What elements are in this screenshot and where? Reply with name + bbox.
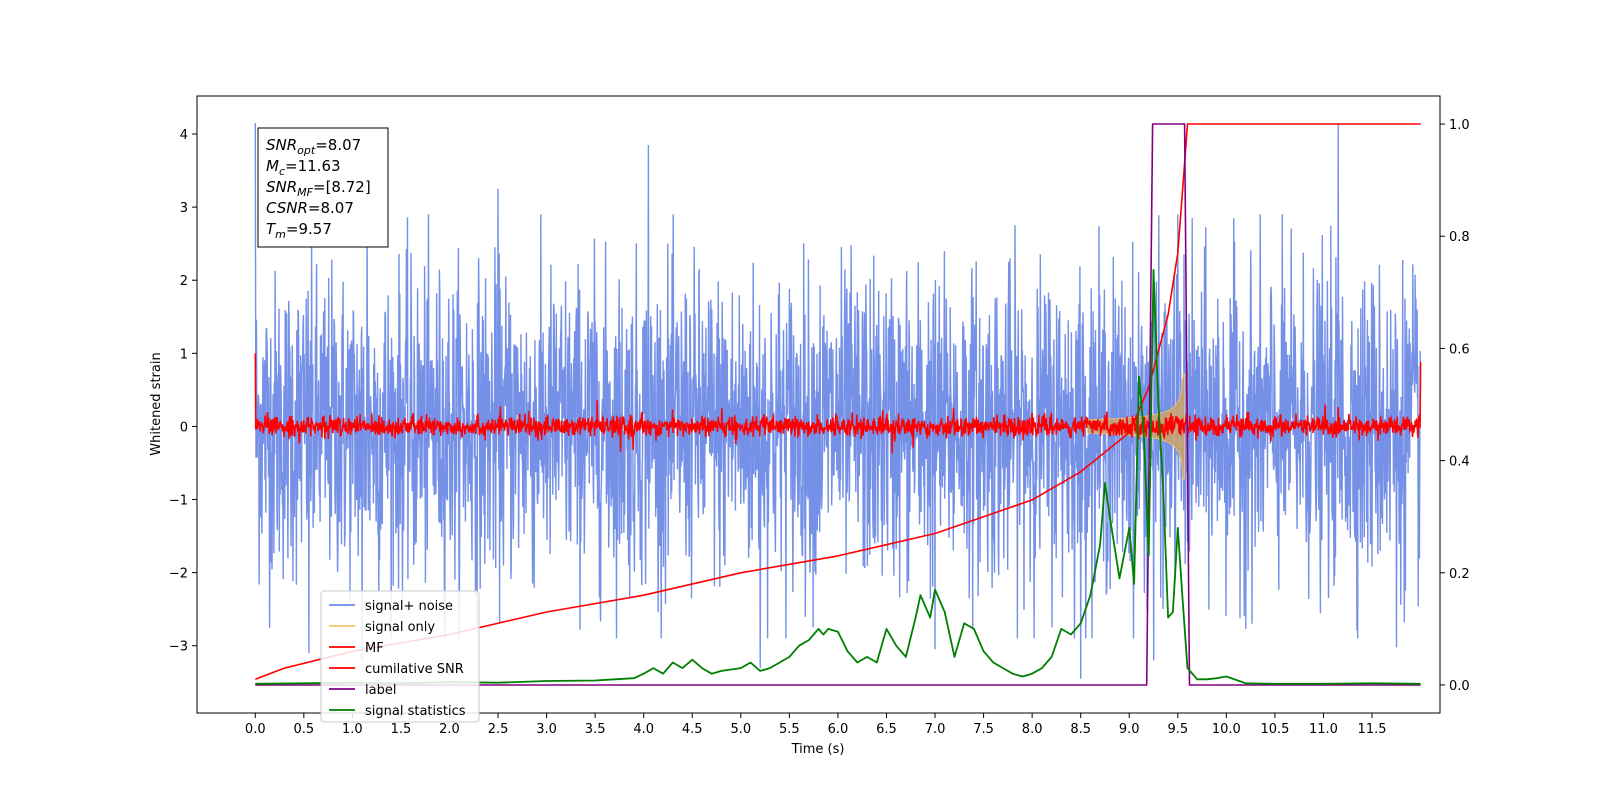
x-tick-label: 9.5	[1167, 722, 1188, 737]
x-tick-label: 0.0	[245, 722, 266, 737]
y2-tick-label: 0.0	[1449, 679, 1470, 694]
x-tick-label: 10.0	[1212, 722, 1241, 737]
x-tick-label: 3.5	[585, 722, 606, 737]
y-axis-right: 0.0 0.2 0.4 0.6 0.8 1.0	[1440, 118, 1470, 694]
annotation-line: Tm=9.57	[266, 220, 332, 241]
x-axis: 0.0 0.5 1.0 1.5 2.0 2.5 3.0 3.5 4.0 4.5 5.0 5.5 6.0 6…	[245, 713, 1387, 737]
y2-tick-label: 0.2	[1449, 567, 1470, 582]
x-tick-label: 10.5	[1260, 722, 1289, 737]
legend-item-signal-only: signal only	[329, 620, 435, 635]
x-tick-label: 7.5	[973, 722, 994, 737]
x-tick-label: 6.5	[876, 722, 897, 737]
annotation-frame	[257, 127, 389, 248]
y2-tick-label: 1.0	[1449, 118, 1470, 133]
y-tick-label: 1	[180, 347, 188, 362]
legend-frame	[320, 590, 480, 723]
x-tick-label: 4.5	[682, 722, 703, 737]
legend-label: label	[365, 683, 396, 698]
y-tick-label: 3	[180, 201, 188, 216]
series-signal-statistics	[255, 269, 1421, 685]
x-tick-label: 7.0	[925, 722, 946, 737]
legend-item-signal-noise: signal+ noise	[329, 599, 453, 614]
annotation-line: Mc=11.63	[266, 157, 341, 178]
y2-tick-label: 0.4	[1449, 455, 1470, 470]
legend-item-mf: MF	[329, 641, 384, 656]
annotation-line: SNRopt=8.07	[266, 136, 361, 157]
y-tick-label: 0	[180, 420, 188, 435]
y2-tick-label: 0.6	[1449, 342, 1470, 357]
x-tick-label: 2.5	[488, 722, 509, 737]
annotation-box: SNRopt=8.07Mc=11.63SNRMF=[8.72]CSNR=8.07…	[257, 127, 389, 248]
y-axis-left: −3 −2 −1 0 1 2 3 4	[169, 128, 197, 655]
x-tick-label: 1.0	[342, 722, 363, 737]
y-tick-label: −2	[169, 567, 188, 582]
series-label	[255, 123, 1421, 686]
x-axis-label: Time (s)	[791, 742, 845, 757]
legend-label: signal+ noise	[365, 599, 453, 614]
x-tick-label: 8.5	[1070, 722, 1091, 737]
y-tick-label: 4	[180, 128, 188, 143]
x-tick-label: 3.0	[536, 722, 557, 737]
series-layer	[254, 122, 1422, 686]
y-tick-label: −1	[169, 494, 188, 509]
plot-frame	[196, 95, 1441, 714]
x-tick-label: 9.0	[1119, 722, 1140, 737]
y-tick-label: −3	[169, 640, 188, 655]
y2-tick-label: 0.8	[1449, 230, 1470, 245]
x-tick-label: 5.0	[730, 722, 751, 737]
x-tick-label: 0.5	[293, 722, 314, 737]
annotation-line: SNRMF=[8.72]	[266, 178, 371, 199]
y-axis-label: Whitened strain	[149, 352, 164, 455]
legend-label: cumilative SNR	[365, 662, 464, 677]
x-tick-label: 11.5	[1358, 722, 1387, 737]
legend-item-cumilative-snr: cumilative SNR	[329, 662, 464, 677]
x-tick-label: 2.0	[439, 722, 460, 737]
legend-label: MF	[365, 641, 384, 656]
legend-item-label: label	[329, 683, 396, 698]
annotation-line: CSNR=8.07	[266, 199, 354, 217]
legend-item-signal-statistics: signal statistics	[329, 704, 466, 719]
x-tick-label: 4.0	[633, 722, 654, 737]
y-tick-label: 2	[180, 274, 188, 289]
x-tick-label: 1.5	[391, 722, 412, 737]
legend-label: signal statistics	[365, 704, 466, 719]
x-tick-label: 11.0	[1309, 722, 1338, 737]
series-mf	[254, 353, 1422, 454]
x-tick-label: 5.5	[779, 722, 800, 737]
legend: signal+ noise signal only MF cumilative SNR…	[320, 590, 480, 723]
x-tick-label: 8.0	[1022, 722, 1043, 737]
x-tick-label: 6.0	[828, 722, 849, 737]
legend-label: signal only	[365, 620, 435, 635]
